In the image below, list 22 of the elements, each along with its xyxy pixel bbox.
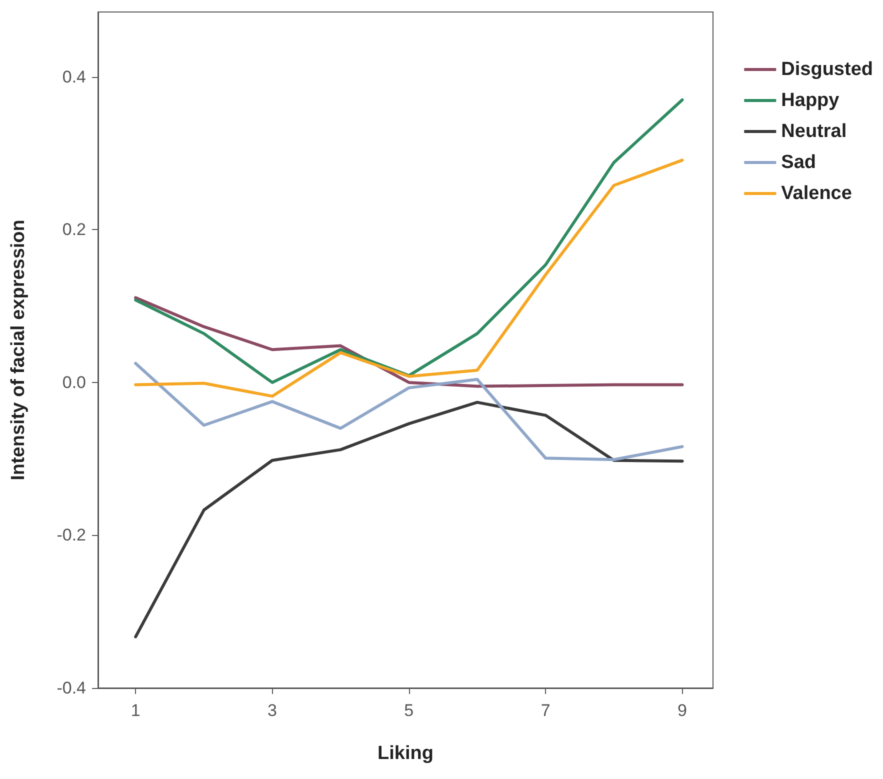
x-tick-label: 1 bbox=[130, 701, 140, 720]
x-tick-label: 5 bbox=[404, 701, 414, 720]
line-series bbox=[134, 296, 684, 388]
line-series bbox=[134, 158, 684, 398]
legend-label: Neutral bbox=[781, 121, 847, 142]
y-tick-label: 0.0 bbox=[62, 372, 86, 392]
legend-label: Disgusted bbox=[781, 59, 874, 80]
x-tick-label: 7 bbox=[540, 701, 550, 720]
x-tick-label: 9 bbox=[678, 701, 687, 720]
line-series bbox=[134, 400, 684, 638]
line-series bbox=[134, 98, 684, 384]
legend-label: Valence bbox=[781, 183, 852, 204]
y-tick-label: 0.2 bbox=[62, 220, 86, 240]
x-axis-title: Liking bbox=[378, 743, 434, 764]
line-series bbox=[134, 362, 684, 462]
x-tick-label: 3 bbox=[268, 701, 277, 720]
legend-label: Happy bbox=[781, 90, 840, 111]
y-axis-title: Intensity of facial expression bbox=[8, 220, 29, 480]
y-tick-label: 0.4 bbox=[62, 67, 86, 86]
y-tick-label: -0.4 bbox=[56, 678, 86, 698]
y-tick-label: -0.2 bbox=[56, 526, 86, 545]
legend-label: Sad bbox=[781, 152, 816, 173]
